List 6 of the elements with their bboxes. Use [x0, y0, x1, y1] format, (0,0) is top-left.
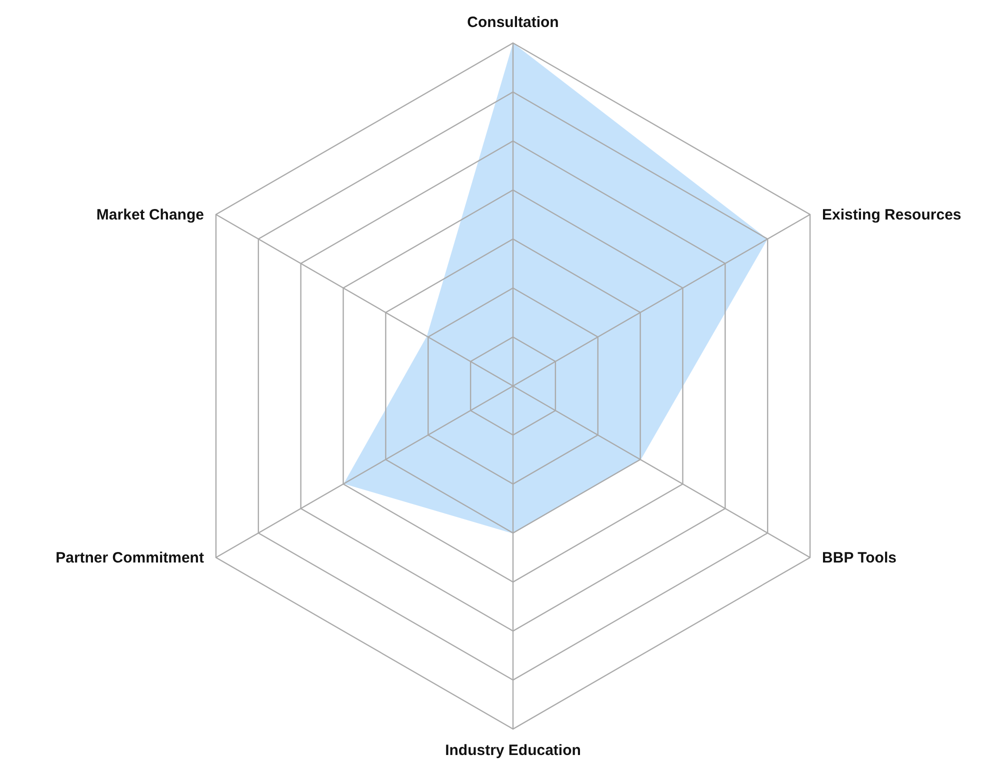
spoke-label: Market Change	[96, 206, 204, 224]
spoke-label: Partner Commitment	[56, 550, 204, 566]
spoke-label: Existing Resources	[822, 206, 962, 224]
spoke-label: Consultation	[467, 14, 559, 31]
spoke-label: Industry Education	[445, 742, 581, 759]
spoke-label: BBP Tools	[822, 550, 896, 566]
